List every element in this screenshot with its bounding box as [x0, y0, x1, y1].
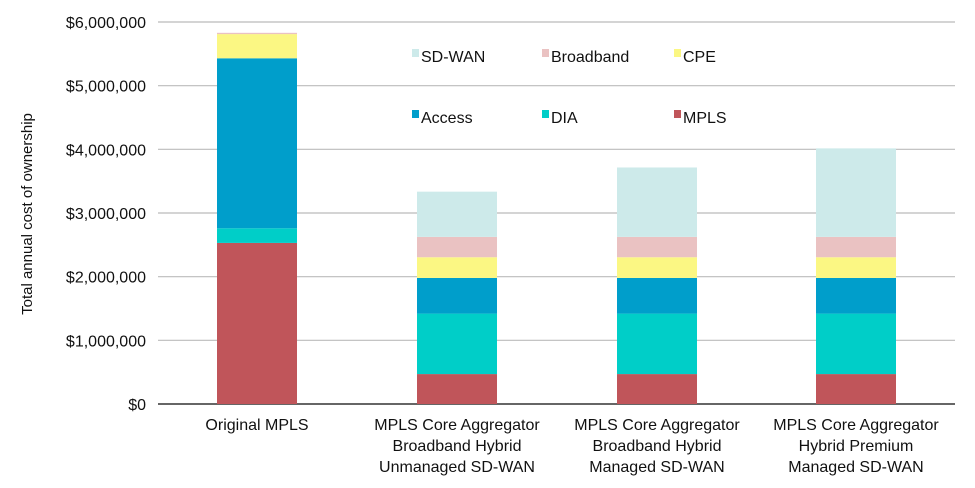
bar-segment-access	[816, 277, 896, 314]
bar-segment-broadband	[816, 236, 896, 258]
legend-swatch	[542, 49, 549, 57]
y-tick-label: $5,000,000	[66, 79, 146, 96]
bar-segment-broadband	[617, 236, 697, 258]
x-tick-label: MPLS Core Aggregator	[374, 417, 540, 434]
x-tick-label: Broadband Hybrid	[593, 438, 722, 455]
legend-label: Broadband	[551, 49, 629, 66]
bar-segment-broadband	[417, 236, 497, 258]
x-tick-label: Original MPLS	[205, 417, 308, 434]
bar-segment-mpls	[417, 374, 497, 404]
bar-segment-dia	[816, 313, 896, 375]
legend-swatch	[674, 110, 681, 118]
y-tick-label: $3,000,000	[66, 206, 146, 223]
y-tick-label: $4,000,000	[66, 142, 146, 159]
legend-swatch	[412, 49, 419, 57]
bar-segment-sd-wan	[816, 148, 896, 237]
bar-segment-sd-wan	[617, 167, 697, 237]
y-tick-label: $1,000,000	[66, 333, 146, 350]
bar-segment-dia	[217, 228, 297, 243]
bar-segment-dia	[617, 313, 697, 375]
bar-segment-mpls	[816, 374, 896, 404]
bar-segment-cpe	[417, 257, 497, 278]
legend-label: CPE	[683, 49, 716, 66]
y-tick-label: $6,000,000	[66, 15, 146, 32]
bar-segment-sd-wan	[417, 191, 497, 237]
legend-label: SD-WAN	[421, 49, 485, 66]
x-tick-label: Managed SD-WAN	[788, 459, 923, 476]
x-tick-label: Unmanaged SD-WAN	[379, 459, 535, 476]
legend-label: DIA	[551, 110, 578, 127]
bar-segment-broadband	[217, 32, 297, 35]
x-tick-label: Hybrid Premium	[799, 438, 914, 455]
bar-segment-mpls	[217, 242, 297, 404]
y-tick-label: $2,000,000	[66, 270, 146, 287]
y-tick-label: $0	[128, 397, 146, 414]
legend-swatch	[674, 49, 681, 57]
bar-segment-access	[217, 58, 297, 229]
legend-label: Access	[421, 110, 473, 127]
bar-segment-mpls	[617, 374, 697, 404]
legend-swatch	[412, 110, 419, 118]
bar-segment-dia	[417, 313, 497, 375]
x-tick-label: Managed SD-WAN	[589, 459, 724, 476]
bar-segment-access	[617, 277, 697, 314]
x-tick-label: MPLS Core Aggregator	[773, 417, 939, 434]
bar-segment-cpe	[617, 257, 697, 278]
y-axis-label: Total annual cost of ownership	[19, 113, 36, 315]
bar-segment-cpe	[816, 257, 896, 278]
x-tick-label: Broadband Hybrid	[393, 438, 522, 455]
x-tick-label: MPLS Core Aggregator	[574, 417, 740, 434]
bar-segment-cpe	[217, 34, 297, 59]
legend-swatch	[542, 110, 549, 118]
legend-label: MPLS	[683, 110, 727, 127]
bar-segment-access	[417, 277, 497, 314]
